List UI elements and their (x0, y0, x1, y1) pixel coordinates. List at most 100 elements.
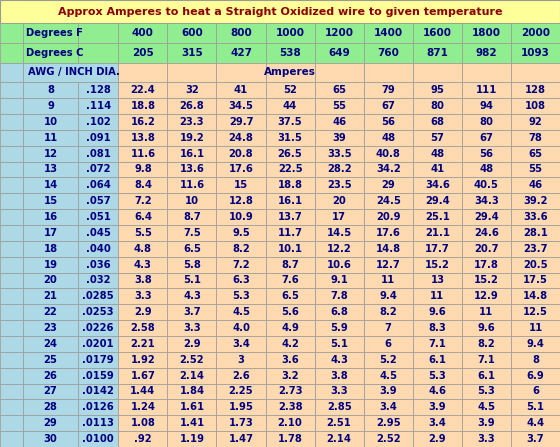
Text: 6.3: 6.3 (232, 275, 250, 286)
Bar (0, 225, 23, 241)
Bar (167, 257, 217, 273)
Text: 34.5: 34.5 (228, 101, 254, 111)
Bar (413, 431, 462, 447)
Bar (315, 177, 363, 193)
Text: 20.8: 20.8 (228, 148, 253, 159)
Text: 10.9: 10.9 (228, 212, 254, 222)
Text: 10.6: 10.6 (326, 260, 352, 270)
Text: 4.8: 4.8 (134, 244, 152, 254)
Bar (462, 43, 511, 63)
Bar (265, 241, 315, 257)
Bar (118, 114, 167, 130)
Bar (118, 225, 167, 241)
Text: 3.7: 3.7 (183, 307, 201, 317)
Bar (78, 431, 118, 447)
Text: 1.84: 1.84 (179, 387, 204, 396)
Text: 6: 6 (532, 387, 539, 396)
Text: 7.6: 7.6 (281, 275, 299, 286)
Text: 56: 56 (381, 117, 395, 127)
Text: 33.5: 33.5 (327, 148, 352, 159)
Bar (511, 288, 560, 304)
Text: 4.5: 4.5 (477, 402, 496, 412)
Bar (78, 43, 118, 63)
Bar (315, 98, 363, 114)
Bar (167, 43, 217, 63)
Text: 3.6: 3.6 (281, 355, 299, 365)
Text: 1.24: 1.24 (130, 402, 155, 412)
Bar (511, 98, 560, 114)
Bar (265, 368, 315, 384)
Text: 22: 22 (44, 307, 57, 317)
Text: 2.6: 2.6 (232, 371, 250, 381)
Text: 11: 11 (528, 323, 543, 333)
Text: 29.7: 29.7 (229, 117, 253, 127)
Bar (217, 288, 265, 304)
Bar (217, 146, 265, 161)
Text: 15: 15 (44, 196, 58, 206)
Text: 8.4: 8.4 (134, 180, 152, 190)
Bar (217, 43, 265, 63)
Text: 4.2: 4.2 (281, 339, 299, 349)
Bar (78, 225, 118, 241)
Bar (0, 0, 560, 23)
Text: 1000: 1000 (276, 28, 305, 38)
Bar (23, 43, 78, 63)
Text: 30: 30 (44, 434, 57, 444)
Bar (462, 225, 511, 241)
Bar (511, 82, 560, 98)
Text: 11: 11 (430, 291, 445, 301)
Bar (315, 193, 363, 209)
Bar (413, 209, 462, 225)
Bar (23, 384, 78, 400)
Text: .0253: .0253 (82, 307, 114, 317)
Bar (167, 23, 217, 43)
Text: 34.2: 34.2 (376, 164, 400, 174)
Bar (413, 193, 462, 209)
Bar (315, 63, 363, 82)
Bar (413, 304, 462, 320)
Bar (0, 98, 23, 114)
Text: 20: 20 (44, 275, 57, 286)
Bar (315, 336, 363, 352)
Bar (167, 161, 217, 177)
Bar (315, 431, 363, 447)
Text: 538: 538 (279, 48, 301, 58)
Bar (23, 288, 78, 304)
Bar (363, 130, 413, 146)
Bar (78, 161, 118, 177)
Bar (78, 82, 118, 98)
Bar (462, 63, 511, 82)
Text: 5.1: 5.1 (526, 402, 544, 412)
Text: 2.9: 2.9 (183, 339, 201, 349)
Bar (265, 209, 315, 225)
Text: 41: 41 (234, 85, 248, 95)
Text: 80: 80 (479, 117, 493, 127)
Bar (265, 352, 315, 368)
Text: AWG / INCH DIA.: AWG / INCH DIA. (28, 67, 120, 77)
Text: .057: .057 (86, 196, 110, 206)
Text: 1.67: 1.67 (130, 371, 155, 381)
Bar (23, 193, 78, 209)
Bar (0, 146, 23, 161)
Text: 982: 982 (475, 48, 497, 58)
Text: 68: 68 (430, 117, 444, 127)
Bar (413, 63, 462, 82)
Bar (265, 384, 315, 400)
Text: 23: 23 (44, 323, 57, 333)
Bar (167, 431, 217, 447)
Bar (0, 320, 23, 336)
Bar (462, 177, 511, 193)
Text: 65: 65 (332, 85, 346, 95)
Text: 37.5: 37.5 (278, 117, 302, 127)
Bar (462, 146, 511, 161)
Bar (217, 63, 265, 82)
Text: 7.2: 7.2 (232, 260, 250, 270)
Bar (315, 273, 363, 288)
Bar (217, 130, 265, 146)
Bar (0, 241, 23, 257)
Text: 12.5: 12.5 (523, 307, 548, 317)
Text: 5.2: 5.2 (379, 355, 397, 365)
Text: 29.4: 29.4 (425, 196, 450, 206)
Text: 14: 14 (43, 180, 58, 190)
Bar (217, 114, 265, 130)
